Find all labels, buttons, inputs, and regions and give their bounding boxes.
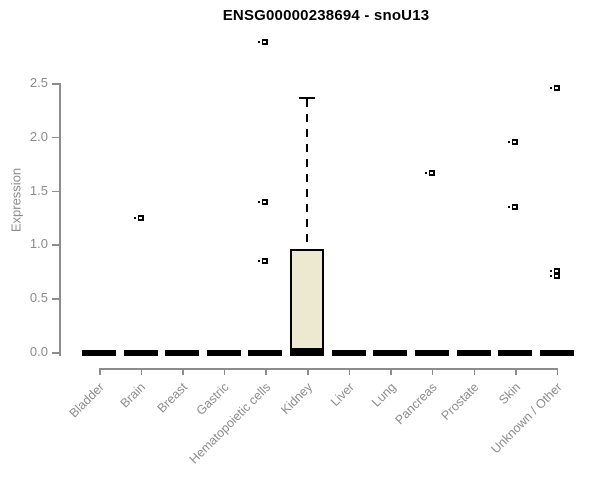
whisker-line (306, 98, 309, 249)
y-tick (52, 298, 59, 300)
outlier-point (549, 85, 560, 92)
y-tick (52, 136, 59, 139)
x-category-label: Brain (117, 380, 149, 411)
y-axis-label: Expression (8, 167, 24, 233)
median-line (414, 350, 449, 356)
median-line (123, 350, 158, 356)
median-line (456, 350, 491, 356)
median-line (373, 350, 408, 356)
y-axis-line (59, 83, 61, 356)
y-tick (52, 244, 59, 246)
y-tick (52, 83, 59, 85)
x-category-label: Liver (327, 380, 357, 410)
median-line (165, 350, 200, 356)
median-line (331, 350, 366, 356)
median-line (82, 350, 116, 356)
x-tick (99, 368, 101, 375)
x-tick (556, 368, 559, 375)
x-category-label: Kidney (278, 380, 316, 417)
median-line (248, 350, 283, 356)
x-tick (182, 368, 184, 375)
outlier-point (258, 199, 269, 206)
whisker-cap (299, 96, 316, 99)
y-tick-label: 1.5 (29, 182, 48, 198)
x-tick (515, 368, 517, 375)
outlier-point (508, 139, 519, 146)
x-tick (473, 368, 476, 375)
y-tick-label: 0.0 (29, 344, 48, 359)
x-tick (307, 368, 309, 375)
x-tick (223, 368, 226, 375)
x-tick (431, 368, 434, 375)
x-category-label: Skin (496, 380, 524, 408)
x-tick (348, 368, 351, 375)
outlier-point (549, 272, 560, 279)
chart-title: ENSG00000238694 - snoU13 (222, 7, 430, 24)
y-tick (52, 190, 59, 193)
y-tick-label: 0.5 (29, 290, 48, 306)
box-iqr (290, 248, 325, 356)
outlier-point (258, 257, 269, 264)
x-category-label: Hematopoietic cells (186, 380, 274, 467)
x-category-label: Gastric (193, 380, 232, 418)
outlier-point (424, 170, 435, 177)
outlier-point (258, 39, 269, 46)
x-tick (140, 368, 143, 375)
median-line (498, 350, 533, 356)
x-category-label: Bladder (66, 380, 107, 421)
x-category-label: Lung (368, 380, 399, 410)
median-line (539, 350, 574, 356)
x-category-label: Prostate (438, 380, 482, 423)
median-line (290, 347, 325, 354)
y-tick (52, 352, 59, 354)
outlier-point (133, 214, 144, 221)
median-line (206, 350, 241, 356)
outlier-point (508, 203, 519, 210)
x-category-label: Breast (154, 380, 191, 416)
x-category-label: Pancreas (392, 380, 440, 428)
y-tick-label: 2.5 (29, 75, 48, 90)
outlier-point (549, 268, 560, 275)
y-tick-label: 2.0 (29, 128, 48, 144)
x-axis-line (99, 368, 558, 370)
x-tick (265, 368, 267, 375)
y-tick-label: 1.0 (29, 236, 48, 252)
x-tick (390, 368, 392, 375)
